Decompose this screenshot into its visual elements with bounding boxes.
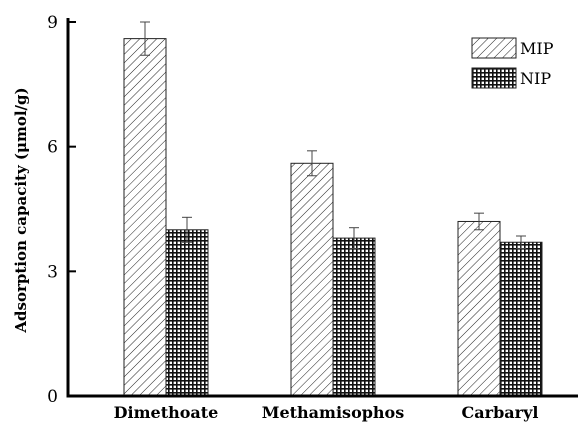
error-bar-nip-dimethoate <box>182 216 192 243</box>
axes-group: Dimethoate Methamisophos Carbaryl 0 3 6 9 <box>47 13 578 422</box>
bar-nip-dimethoate <box>165 229 209 397</box>
x-tick-label: Dimethoate <box>114 403 219 422</box>
legend-swatch-mip <box>471 37 517 59</box>
y-tick-label: 9 <box>47 13 58 33</box>
error-bar-mip-methamisophos <box>307 150 317 177</box>
legend-swatch-nip <box>471 67 517 89</box>
error-bars-group <box>140 21 526 249</box>
y-axis-title: Adsorption capacity (μmol/g) <box>12 87 30 333</box>
bar-nip-methamisophos <box>332 237 376 397</box>
y-tick-label: 6 <box>47 138 58 158</box>
legend: MIP NIP <box>471 37 554 89</box>
legend-label-nip: NIP <box>520 69 551 88</box>
y-tick-label: 3 <box>47 262 58 282</box>
bar-mip-carbaryl <box>457 220 501 397</box>
error-bar-mip-dimethoate <box>140 21 150 56</box>
error-bar-nip-methamisophos <box>349 227 359 249</box>
error-bar-mip-carbaryl <box>474 212 484 231</box>
x-tick-label: Methamisophos <box>262 403 404 422</box>
x-tick-label: Carbaryl <box>462 403 539 422</box>
bar-nip-carbaryl <box>499 241 543 397</box>
bar-mip-dimethoate <box>123 38 167 397</box>
y-tick-label: 0 <box>47 387 58 407</box>
bar-mip-methamisophos <box>290 162 334 397</box>
error-bar-nip-carbaryl <box>516 235 526 249</box>
legend-label-mip: MIP <box>520 39 554 58</box>
